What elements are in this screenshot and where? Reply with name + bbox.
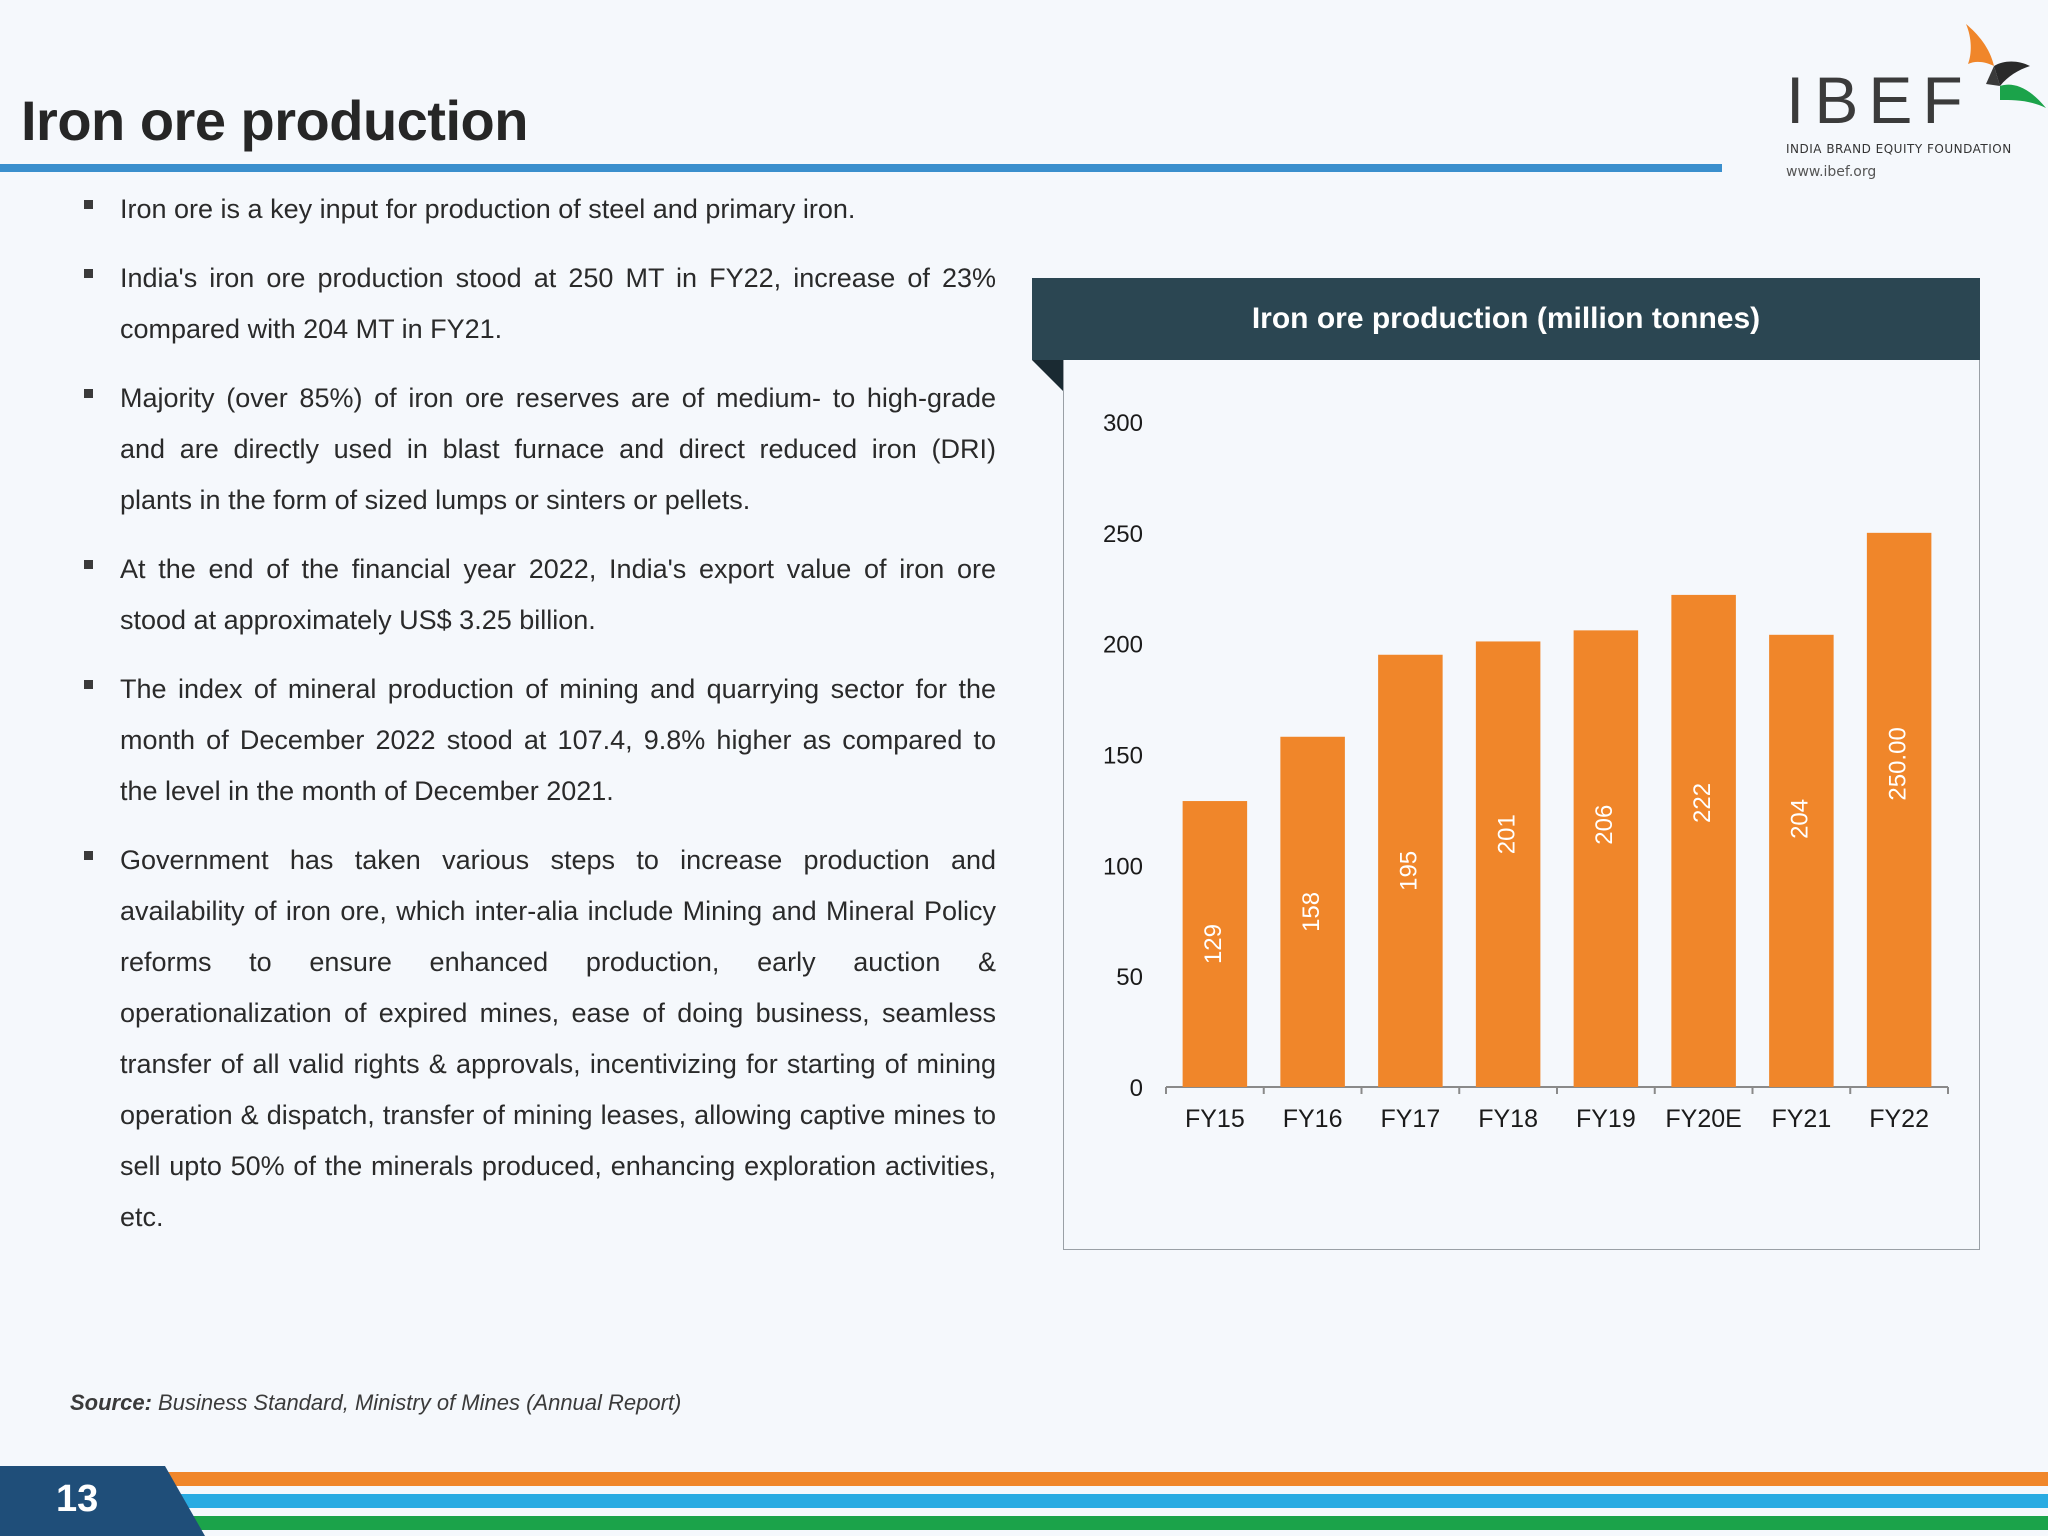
y-tick-label: 100 (1103, 853, 1143, 880)
bullet-item: Majority (over 85%) of iron ore reserves… (84, 373, 996, 526)
x-tick-label: FY21 (1771, 1105, 1831, 1133)
bullet-text: India's iron ore production stood at 250… (120, 263, 996, 344)
title-rule (0, 164, 1722, 172)
y-tick-label: 0 (1130, 1075, 1143, 1102)
bird-icon (1966, 24, 2046, 108)
bullet-item: Government has taken various steps to in… (84, 835, 996, 1243)
y-tick-label: 200 (1103, 632, 1143, 659)
bar-chart: 0 50 100 150 200 250 300 FY15 129 FY16 158 FY17 195 F… (1103, 410, 1949, 1133)
x-tick-label: FY22 (1869, 1105, 1929, 1133)
page-number: 13 (56, 1478, 99, 1520)
data-label: 158 (1298, 892, 1325, 932)
y-tick-label: 50 (1116, 964, 1143, 991)
y-tick-label: 300 (1103, 410, 1143, 437)
bullet-marker (84, 851, 93, 860)
bullet-marker (84, 200, 93, 209)
x-tick-label: FY16 (1283, 1105, 1343, 1133)
page-title: Iron ore production (21, 89, 528, 152)
bullet-text: Government has taken various steps to in… (120, 845, 996, 1232)
bullet-text: Iron ore is a key input for production o… (120, 194, 856, 224)
bullet-marker (84, 389, 93, 398)
bar (1475, 641, 1541, 1087)
chart-title: Iron ore production (million tonnes) (1032, 278, 1980, 360)
bullet-text: Majority (over 85%) of iron ore reserves… (120, 383, 996, 515)
source-text: Business Standard, Ministry of Mines (An… (158, 1390, 682, 1415)
bullet-marker (84, 560, 93, 569)
data-label: 250.00 (1884, 727, 1911, 800)
bullet-item: Iron ore is a key input for production o… (84, 184, 996, 235)
bar (1573, 630, 1639, 1087)
bar (1671, 594, 1736, 1087)
bar (1378, 654, 1443, 1087)
bar (1182, 801, 1248, 1087)
y-tick-label: 150 (1103, 743, 1143, 770)
y-tick-label: 250 (1103, 521, 1143, 548)
bullet-text: The index of mineral production of minin… (120, 674, 996, 806)
data-label: 204 (1787, 799, 1814, 839)
x-tick-label: FY18 (1478, 1105, 1538, 1133)
bar (1769, 634, 1834, 1087)
bullet-list: Iron ore is a key input for production o… (84, 184, 996, 1261)
source-label: Source: (70, 1390, 152, 1415)
bullet-marker (84, 680, 93, 689)
data-label: 195 (1396, 851, 1423, 891)
bullet-marker (84, 269, 93, 278)
bullet-item: At the end of the financial year 2022, I… (84, 544, 996, 646)
ibef-logo: IBEF INDIA BRAND EQUITY FOUNDATION www.i… (1786, 20, 2048, 190)
bar (1866, 532, 1932, 1087)
logo-url: www.ibef.org (1786, 164, 1877, 180)
x-tick-label: FY17 (1380, 1105, 1440, 1133)
source-note: Source: Business Standard, Ministry of M… (70, 1390, 681, 1416)
logo-tagline: INDIA BRAND EQUITY FOUNDATION (1786, 142, 2012, 156)
bullet-text: At the end of the financial year 2022, I… (120, 554, 996, 635)
bullet-item: India's iron ore production stood at 250… (84, 253, 996, 355)
bar (1280, 736, 1345, 1087)
logo-wordmark: IBEF (1786, 63, 1973, 137)
data-label: 206 (1591, 805, 1618, 845)
bullet-item: The index of mineral production of minin… (84, 664, 996, 817)
data-label: 129 (1200, 924, 1227, 964)
x-tick-label: FY20E (1665, 1105, 1741, 1133)
header-fold (1032, 360, 1064, 392)
data-label: 222 (1689, 783, 1716, 823)
x-tick-label: FY19 (1576, 1105, 1636, 1133)
x-tick-label: FY15 (1185, 1105, 1245, 1133)
data-label: 201 (1493, 814, 1520, 854)
footer-stripes (0, 1466, 2048, 1536)
